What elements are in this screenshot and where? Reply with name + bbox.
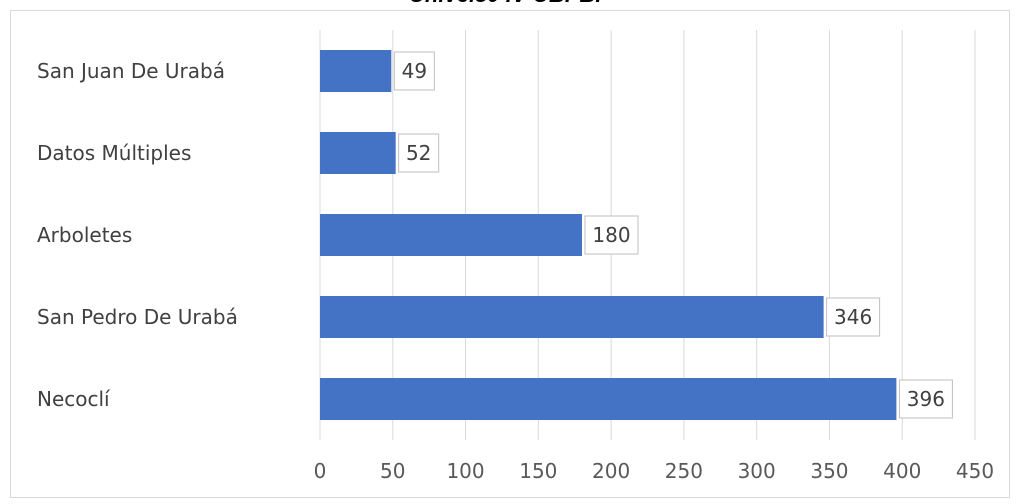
data-label-value: 180 — [592, 223, 630, 247]
category-label-arboletes: Arboletes — [37, 223, 132, 247]
x-tick-label-200: 200 — [592, 459, 630, 483]
x-tick-label-50: 50 — [380, 459, 405, 483]
category-labels: San Juan De Urabá Datos Múltiples Arbolete… — [37, 59, 238, 411]
bar-san-juan-de-uraba — [320, 50, 392, 92]
x-tick-label-100: 100 — [446, 459, 484, 483]
bar-san-pedro-de-uraba — [320, 296, 824, 338]
bar-datos-multiples — [320, 132, 396, 174]
x-tick-label-400: 400 — [883, 459, 921, 483]
data-label-box — [898, 379, 953, 419]
data-label-san-pedro-de-uraba: 346 — [826, 297, 881, 337]
x-axis-tick-labels: 0 50 100 150 200 250 300 350 400 450 — [314, 459, 994, 483]
data-label-box — [826, 297, 881, 337]
data-label-arboletes: 180 — [584, 215, 639, 255]
x-tick-label-300: 300 — [738, 459, 776, 483]
data-label-value: 346 — [834, 305, 872, 329]
data-labels: 49 52 180 346 396 — [393, 51, 953, 419]
category-label-datos-multiples: Datos Múltiples — [37, 141, 191, 165]
x-tick-label-150: 150 — [519, 459, 557, 483]
x-tick-label-450: 450 — [956, 459, 994, 483]
x-tick-label-0: 0 — [314, 459, 327, 483]
data-label-san-juan-de-uraba: 49 — [393, 51, 435, 91]
bar-necocli — [320, 378, 897, 420]
data-label-datos-multiples: 52 — [398, 133, 440, 173]
category-label-san-pedro-de-uraba: San Pedro De Urabá — [37, 305, 238, 329]
data-label-box — [398, 133, 440, 173]
category-label-necocli: Necoclí — [37, 387, 111, 411]
data-label-box — [584, 215, 639, 255]
bars — [320, 50, 897, 420]
x-tick-label-350: 350 — [810, 459, 848, 483]
data-label-necocli: 396 — [898, 379, 953, 419]
data-label-value: 49 — [402, 59, 427, 83]
bar-arboletes — [320, 214, 582, 256]
chart-title: Univel80 IV-UBPBF — [0, 0, 1018, 8]
data-label-value: 396 — [907, 387, 945, 411]
data-label-box — [393, 51, 435, 91]
category-label-san-juan-de-uraba: San Juan De Urabá — [37, 59, 225, 83]
data-label-value: 52 — [406, 141, 431, 165]
x-tick-label-250: 250 — [665, 459, 703, 483]
